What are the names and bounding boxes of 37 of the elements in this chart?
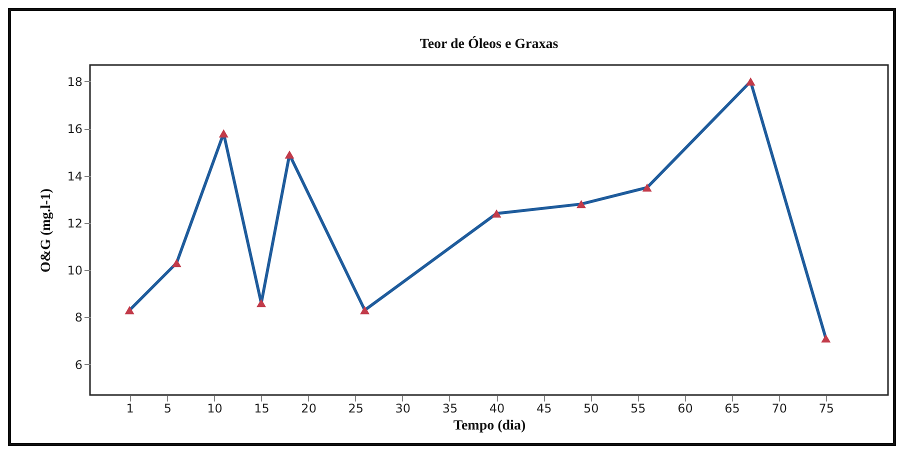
x-tick-label: 45 bbox=[536, 402, 552, 416]
point bbox=[218, 129, 228, 138]
point bbox=[746, 77, 756, 86]
y-tick-label: 18 bbox=[67, 75, 82, 89]
y-tick-label: 8 bbox=[74, 310, 82, 325]
x-tick-label: 20 bbox=[301, 402, 316, 416]
y-tick-label: 14 bbox=[67, 169, 82, 184]
x-tick-label: 55 bbox=[630, 402, 646, 416]
x-tick-label: 50 bbox=[583, 402, 599, 416]
x-tick-label: 70 bbox=[772, 402, 787, 416]
x-tick-label: 65 bbox=[724, 402, 740, 416]
chart-title: Teor de Óleos e Graxas bbox=[420, 35, 559, 52]
point bbox=[642, 183, 652, 192]
y-tick-label: 10 bbox=[67, 264, 82, 278]
point bbox=[172, 258, 182, 268]
point bbox=[576, 200, 586, 208]
point bbox=[256, 298, 266, 308]
x-tick-label: 60 bbox=[678, 402, 693, 416]
y-tick-label: 16 bbox=[67, 122, 82, 136]
point bbox=[124, 306, 134, 314]
x-tick-label: 35 bbox=[442, 402, 458, 416]
x-tick-label: 10 bbox=[207, 402, 222, 416]
point bbox=[284, 150, 294, 159]
point bbox=[360, 306, 370, 314]
x-tick-label: 75 bbox=[818, 402, 834, 416]
x-tick-label: 15 bbox=[254, 402, 270, 416]
x-tick-label: 25 bbox=[348, 402, 364, 416]
x-tick-label: 1 bbox=[126, 402, 134, 416]
x-tick-label: 5 bbox=[164, 402, 172, 416]
y-axis-title: O&G (mg.l-1) bbox=[39, 188, 54, 272]
x-tick-label: 40 bbox=[489, 402, 505, 416]
y-tick-label: 6 bbox=[74, 358, 82, 372]
point bbox=[492, 209, 502, 218]
x-axis-title: Tempo (dia) bbox=[453, 418, 526, 434]
y-tick-label: 12 bbox=[67, 216, 82, 230]
point bbox=[821, 334, 831, 343]
x-tick-label: 30 bbox=[395, 402, 411, 416]
